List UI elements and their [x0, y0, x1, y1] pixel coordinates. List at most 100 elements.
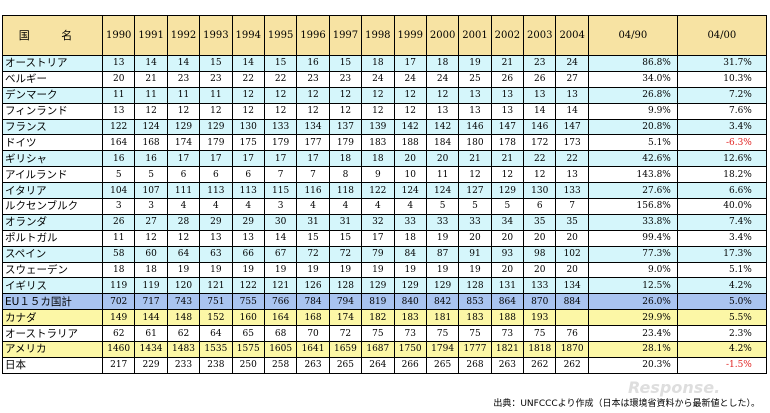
value-cell: 121 [199, 277, 233, 295]
value-cell: 17 [296, 150, 330, 168]
value-cell: 35 [523, 213, 557, 231]
value-cell: 164 [101, 134, 136, 152]
value-cell: 6 [523, 198, 557, 215]
country-name: オランダ [2, 213, 103, 231]
value-cell: 102 [555, 245, 589, 263]
value-cell: 29 [199, 213, 233, 231]
value-cell: 119 [134, 277, 168, 295]
value-cell: 146 [523, 118, 557, 136]
value-cell: 5 [458, 198, 492, 215]
ratio-04-90-cell: 26.0% [587, 293, 678, 311]
value-cell: 217 [101, 356, 136, 374]
value-cell: 12 [458, 166, 492, 184]
value-cell: 129 [393, 277, 427, 295]
table-row: オランダ 26 27 28 29 29 30 31 31 32 33 33 33 34 35 35 33.8% 7… [2, 213, 767, 231]
value-cell: 18 [425, 55, 460, 72]
value-cell: 19 [425, 229, 460, 247]
value-cell: 12 [134, 229, 168, 247]
value-cell: 84 [393, 245, 427, 263]
value-cell: 263 [490, 356, 525, 374]
value-cell: 124 [393, 182, 427, 200]
value-cell: 13 [425, 102, 460, 120]
value-cell: 61 [134, 325, 168, 343]
value-cell: 164 [263, 309, 298, 327]
value-cell: 12 [166, 229, 201, 247]
value-cell: 23 [199, 70, 233, 88]
value-cell: 14 [231, 55, 265, 72]
header-year: 2001 [458, 15, 492, 56]
value-cell: 18 [101, 261, 136, 279]
value-cell: 21 [134, 70, 168, 88]
header-year: 1999 [393, 15, 427, 56]
value-cell: 1659 [328, 341, 363, 358]
value-cell: 19 [199, 261, 233, 279]
ratio-04-90-cell: 5.1% [587, 134, 678, 152]
value-cell: 119 [101, 277, 136, 295]
value-cell: 11 [134, 86, 168, 104]
value-cell: 15 [328, 229, 363, 247]
value-cell: 751 [199, 293, 233, 311]
value-cell: 128 [328, 277, 363, 295]
value-cell: 183 [458, 309, 492, 327]
ratio-04-00-cell: 5.0% [676, 293, 767, 311]
ratio-04-90-cell: 99.4% [587, 229, 678, 247]
value-cell: 75 [458, 325, 492, 343]
value-cell: 175 [231, 134, 265, 152]
value-cell: 15 [328, 55, 363, 72]
value-cell: 20 [393, 150, 427, 168]
value-cell: 116 [296, 182, 330, 200]
value-cell: 174 [328, 309, 363, 327]
value-cell: 1687 [361, 341, 395, 358]
value-cell: 20 [555, 229, 589, 247]
value-cell: 4 [166, 198, 201, 215]
value-cell: 17 [231, 150, 265, 168]
value-cell: 122 [231, 277, 265, 295]
value-cell: 120 [166, 277, 201, 295]
value-cell: 179 [328, 134, 363, 152]
value-cell: 168 [296, 309, 330, 327]
value-cell: 4 [199, 198, 233, 215]
value-cell: 75 [523, 325, 557, 343]
value-cell: 884 [555, 293, 589, 311]
value-cell: 9 [361, 166, 395, 184]
source-note: 出典：UNFCCCより作成（日本は環境省資料から最新値とした）。 [493, 399, 760, 409]
value-cell: 26 [523, 70, 557, 88]
ratio-04-90-cell: 77.3% [587, 245, 678, 263]
value-cell: 22 [555, 150, 589, 168]
value-cell: 12 [328, 86, 363, 104]
value-cell: 129 [490, 182, 525, 200]
value-cell: 263 [296, 356, 330, 374]
value-cell: 124 [425, 182, 460, 200]
value-cell: 32 [361, 213, 395, 231]
value-cell: 174 [166, 134, 201, 152]
country-name: ポルトガル [2, 229, 103, 247]
table-row: ポルトガル 11 12 12 13 13 14 15 15 17 18 19 20 20 20 20 99.4%… [2, 229, 767, 247]
country-name: スペイン [2, 245, 103, 263]
value-cell: 20 [523, 229, 557, 247]
value-cell: 16 [101, 150, 136, 168]
value-cell: 172 [523, 134, 557, 152]
value-cell: 183 [361, 134, 395, 152]
value-cell: 265 [425, 356, 460, 374]
value-cell: 72 [328, 325, 363, 343]
value-cell: 26 [490, 70, 525, 88]
table-row: ギリシャ 16 16 17 17 17 17 17 18 18 20 20 21 21 22 22 42.6% 1… [2, 150, 767, 168]
value-cell: 3 [134, 198, 168, 215]
value-cell: 14 [555, 102, 589, 120]
value-cell: 12 [361, 86, 395, 104]
value-cell: 12 [393, 86, 427, 104]
emissions-table: 国 名 1990 1991 1992 1993 1994 1995 1996 1997 1998 1… [2, 15, 767, 374]
value-cell: 262 [555, 356, 589, 374]
table-row: スペイン 58 60 64 63 66 67 72 72 79 84 87 91 93 98 102 77.3%… [2, 245, 767, 263]
value-cell: 6 [231, 166, 265, 184]
value-cell: 188 [490, 309, 525, 327]
table-row: EU１５カ国計 702 717 743 751 755 766 784 794 819 840 842… [2, 293, 767, 311]
value-cell: 12 [361, 102, 395, 120]
value-cell: 21 [458, 150, 492, 168]
value-cell: 73 [490, 325, 525, 343]
value-cell: 20 [555, 261, 589, 279]
value-cell: 142 [425, 118, 460, 136]
value-cell: 24 [361, 70, 395, 88]
value-cell: 62 [101, 325, 136, 343]
value-cell: 12 [393, 102, 427, 120]
